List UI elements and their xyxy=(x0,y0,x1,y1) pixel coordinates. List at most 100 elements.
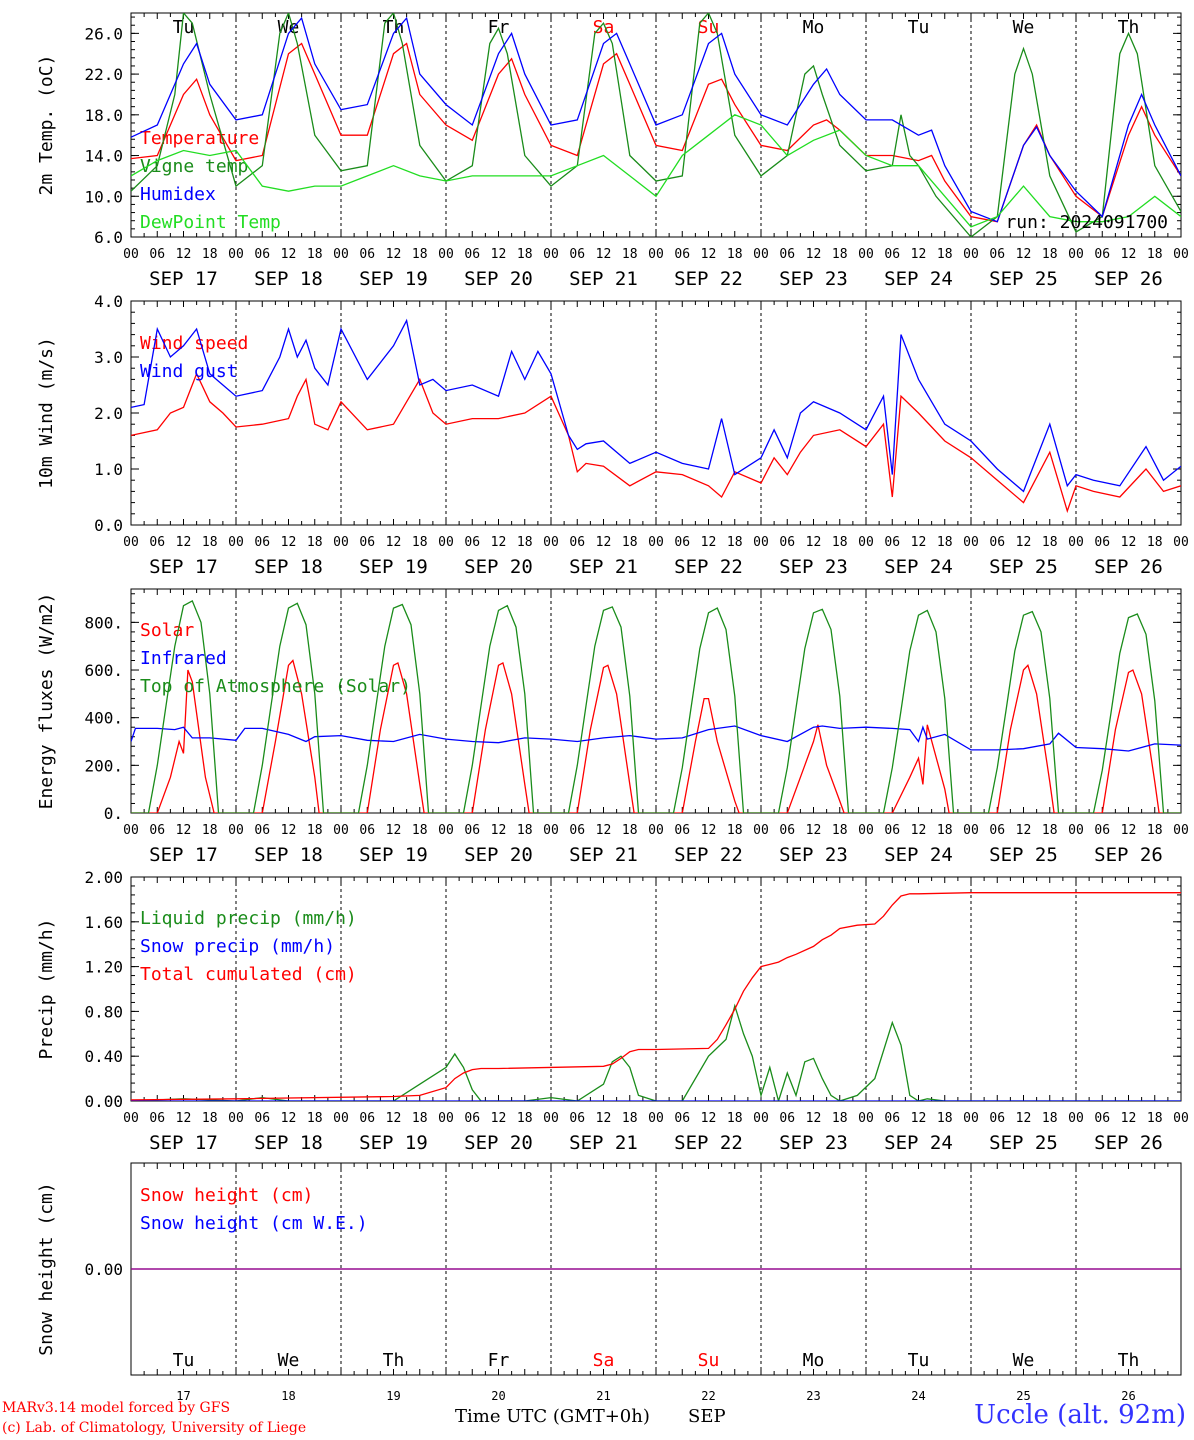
hour-tick-label: 00 xyxy=(228,1111,244,1126)
hour-tick-label: 12 xyxy=(701,823,717,838)
hour-tick-label: 06 xyxy=(884,535,900,550)
hour-tick-label: 12 xyxy=(1121,535,1137,550)
weekday-label: Mo xyxy=(803,17,825,38)
hour-tick-label: 06 xyxy=(989,535,1005,550)
hour-tick-label: 18 xyxy=(937,1111,953,1126)
date-label: SEP 26 xyxy=(1094,1132,1163,1154)
day-number-label: 23 xyxy=(806,1389,820,1400)
hour-tick-label: 00 xyxy=(648,1111,664,1126)
hour-tick-label: 12 xyxy=(596,1111,612,1126)
hour-tick-label: 00 xyxy=(1068,247,1084,262)
y-tick-label: 14.0 xyxy=(84,147,123,166)
hour-tick-label: 06 xyxy=(149,823,165,838)
y-tick-label: 1.20 xyxy=(84,958,123,977)
y-tick-label: 0.0 xyxy=(94,516,123,535)
hour-tick-label: 00 xyxy=(438,247,454,262)
date-label: SEP 20 xyxy=(464,844,533,866)
hour-tick-label: 12 xyxy=(176,247,192,262)
date-label: SEP 25 xyxy=(989,1132,1058,1154)
legend-entry: Solar xyxy=(140,620,194,641)
hour-tick-label: 00 xyxy=(228,535,244,550)
hour-tick-label: 18 xyxy=(307,247,323,262)
day-number-label: 20 xyxy=(491,1389,505,1400)
legend-entry: Snow height (cm W.E.) xyxy=(140,1213,368,1234)
hour-tick-label: 00 xyxy=(333,823,349,838)
hour-tick-label: 12 xyxy=(281,823,297,838)
hour-tick-label: 00 xyxy=(123,247,139,262)
hour-tick-label: 12 xyxy=(491,1111,507,1126)
hour-tick-label: 00 xyxy=(438,823,454,838)
legend-entry: Snow precip (mm/h) xyxy=(140,936,335,957)
hour-tick-label: 12 xyxy=(596,535,612,550)
hour-tick-label: 06 xyxy=(464,1111,480,1126)
hour-tick-label: 18 xyxy=(937,823,953,838)
run-label: run: 2024091700 xyxy=(1005,212,1168,233)
date-label: SEP 23 xyxy=(779,844,848,866)
hour-tick-label: 00 xyxy=(963,535,979,550)
hour-tick-label: 18 xyxy=(727,1111,743,1126)
hour-tick-label: 06 xyxy=(674,823,690,838)
date-label: SEP 17 xyxy=(149,556,218,578)
hour-tick-label: 06 xyxy=(779,1111,795,1126)
y-tick-label: 2.00 xyxy=(84,868,123,887)
hour-tick-label: 18 xyxy=(1147,247,1163,262)
hour-tick-label: 06 xyxy=(989,823,1005,838)
y-tick-label: 0.40 xyxy=(84,1047,123,1066)
hour-tick-label: 00 xyxy=(1173,823,1189,838)
date-label: SEP 21 xyxy=(569,556,638,578)
hour-tick-label: 12 xyxy=(911,247,927,262)
date-label: SEP 22 xyxy=(674,268,743,290)
hour-tick-label: 00 xyxy=(648,247,664,262)
hour-tick-label: 00 xyxy=(963,1111,979,1126)
hour-tick-label: 00 xyxy=(543,247,559,262)
weekday-label: Fr xyxy=(488,1350,510,1371)
day-number-label: 25 xyxy=(1016,1389,1030,1400)
hour-tick-label: 06 xyxy=(149,535,165,550)
hour-tick-label: 00 xyxy=(1068,535,1084,550)
hour-tick-label: 12 xyxy=(1016,823,1032,838)
hour-tick-label: 18 xyxy=(832,535,848,550)
hour-tick-label: 06 xyxy=(1094,535,1110,550)
hour-tick-label: 12 xyxy=(806,823,822,838)
hour-tick-label: 12 xyxy=(386,823,402,838)
hour-tick-label: 06 xyxy=(674,247,690,262)
day-number-label: 17 xyxy=(176,1389,190,1400)
date-label: SEP 26 xyxy=(1094,844,1163,866)
hour-tick-label: 00 xyxy=(1173,1111,1189,1126)
date-label: SEP 19 xyxy=(359,1132,428,1154)
hour-tick-label: 00 xyxy=(858,1111,874,1126)
series-vigne-temp xyxy=(131,13,1181,237)
day-number-label: 21 xyxy=(596,1389,610,1400)
weekday-label: Tu xyxy=(173,17,195,38)
y-tick-label: 600. xyxy=(84,661,123,680)
date-label: SEP 19 xyxy=(359,268,428,290)
hour-tick-label: 00 xyxy=(228,823,244,838)
date-label: SEP 18 xyxy=(254,268,323,290)
hour-tick-label: 18 xyxy=(412,247,428,262)
series-top-of-atmosphere-solar xyxy=(131,599,1181,813)
date-label: SEP 22 xyxy=(674,556,743,578)
hour-tick-label: 06 xyxy=(464,823,480,838)
hour-tick-label: 18 xyxy=(1042,1111,1058,1126)
month-label: SEP xyxy=(688,1406,726,1427)
date-label: SEP 26 xyxy=(1094,556,1163,578)
hour-tick-label: 18 xyxy=(622,823,638,838)
day-number-label: 18 xyxy=(281,1389,295,1400)
y-tick-label: 2.0 xyxy=(94,404,123,423)
y-axis-label: Snow height (cm) xyxy=(36,1182,57,1355)
series-wind-speed xyxy=(131,372,1181,514)
date-label: SEP 17 xyxy=(149,1132,218,1154)
hour-tick-label: 06 xyxy=(674,535,690,550)
hour-tick-label: 18 xyxy=(202,1111,218,1126)
hour-tick-label: 06 xyxy=(779,247,795,262)
hour-tick-label: 12 xyxy=(281,1111,297,1126)
date-label: SEP 22 xyxy=(674,1132,743,1154)
hour-tick-label: 00 xyxy=(543,823,559,838)
date-label: SEP 21 xyxy=(569,1132,638,1154)
y-tick-label: 26.0 xyxy=(84,24,123,43)
hour-tick-label: 18 xyxy=(1147,535,1163,550)
date-label: SEP 20 xyxy=(464,268,533,290)
station-name: Uccle (alt. 92m) xyxy=(974,1400,1186,1430)
hour-tick-label: 18 xyxy=(622,247,638,262)
weekday-label: Th xyxy=(383,1350,405,1371)
